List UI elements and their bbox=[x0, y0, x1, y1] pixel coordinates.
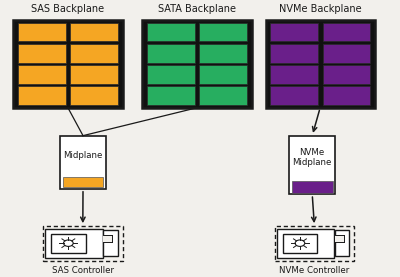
Text: SAS Controller: SAS Controller bbox=[52, 266, 114, 275]
Bar bbox=[283, 234, 317, 253]
Bar bbox=[147, 23, 195, 41]
Bar bbox=[70, 86, 118, 105]
Bar bbox=[200, 44, 247, 63]
Bar bbox=[70, 23, 118, 41]
Bar bbox=[292, 181, 333, 193]
Bar bbox=[46, 229, 103, 258]
Bar bbox=[147, 86, 195, 105]
Bar bbox=[266, 20, 375, 108]
Bar bbox=[60, 136, 106, 189]
Bar bbox=[335, 235, 344, 242]
Bar bbox=[147, 65, 195, 84]
Text: NVMe Controller: NVMe Controller bbox=[279, 266, 350, 275]
Bar bbox=[270, 23, 318, 41]
Bar bbox=[277, 229, 334, 258]
Bar bbox=[147, 44, 195, 63]
Text: NVMe Backplane: NVMe Backplane bbox=[279, 4, 362, 14]
Bar bbox=[200, 86, 247, 105]
Bar bbox=[200, 23, 247, 41]
Bar bbox=[70, 44, 118, 63]
Bar bbox=[104, 235, 112, 242]
Bar bbox=[270, 44, 318, 63]
Text: NVMe
Midplane: NVMe Midplane bbox=[292, 148, 332, 167]
Bar bbox=[289, 136, 335, 194]
Bar bbox=[51, 234, 86, 253]
Bar bbox=[322, 44, 370, 63]
Bar bbox=[142, 20, 252, 108]
Bar bbox=[322, 86, 370, 105]
Bar bbox=[270, 86, 318, 105]
Bar bbox=[335, 230, 349, 257]
Bar bbox=[13, 20, 122, 108]
Text: SAS Backplane: SAS Backplane bbox=[31, 4, 104, 14]
Text: SATA Backplane: SATA Backplane bbox=[158, 4, 236, 14]
Bar bbox=[43, 226, 122, 261]
Bar bbox=[62, 177, 104, 187]
Bar bbox=[18, 44, 66, 63]
Bar bbox=[104, 230, 118, 257]
Bar bbox=[322, 65, 370, 84]
Bar bbox=[275, 226, 354, 261]
Text: Midplane: Midplane bbox=[63, 151, 103, 160]
Bar bbox=[18, 65, 66, 84]
Bar bbox=[270, 65, 318, 84]
Bar bbox=[200, 65, 247, 84]
Bar bbox=[18, 86, 66, 105]
Bar bbox=[18, 23, 66, 41]
Bar bbox=[70, 65, 118, 84]
Bar bbox=[322, 23, 370, 41]
